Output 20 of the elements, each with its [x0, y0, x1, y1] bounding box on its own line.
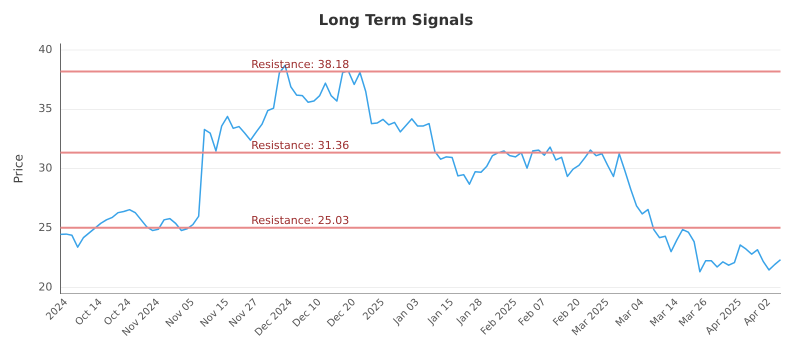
x-tick-label: Dec 10 [290, 296, 324, 330]
ref-line-label: Resistance: 25.03 [251, 214, 350, 228]
y-axis-title: Price [11, 154, 26, 184]
x-tick-label: Jan 03 [390, 296, 422, 328]
y-tick-label: 20 [38, 280, 52, 294]
y-tick-label: 40 [38, 42, 52, 56]
y-tick-label: 35 [38, 102, 52, 116]
chart-title: Long Term Signals [318, 10, 474, 29]
x-tick-label: Mar 04 [614, 296, 646, 330]
x-tick-label: Oct 14 [73, 296, 105, 328]
x-tick-label: Jan 15 [425, 296, 456, 328]
x-tick-label: Apr 02 [742, 296, 773, 328]
y-tick-label: 25 [38, 220, 52, 234]
x-tick-label: Nov 05 [164, 296, 197, 330]
x-tick-label: Dec 20 [325, 296, 358, 330]
y-tick-label: 30 [38, 162, 52, 175]
x-tick-label: Feb 07 [516, 296, 548, 328]
ref-line-label: Resistance: 31.36 [251, 138, 350, 152]
ref-line-label: Resistance: 38.18 [251, 58, 350, 71]
x-tick-label: Jan 28 [454, 296, 485, 328]
